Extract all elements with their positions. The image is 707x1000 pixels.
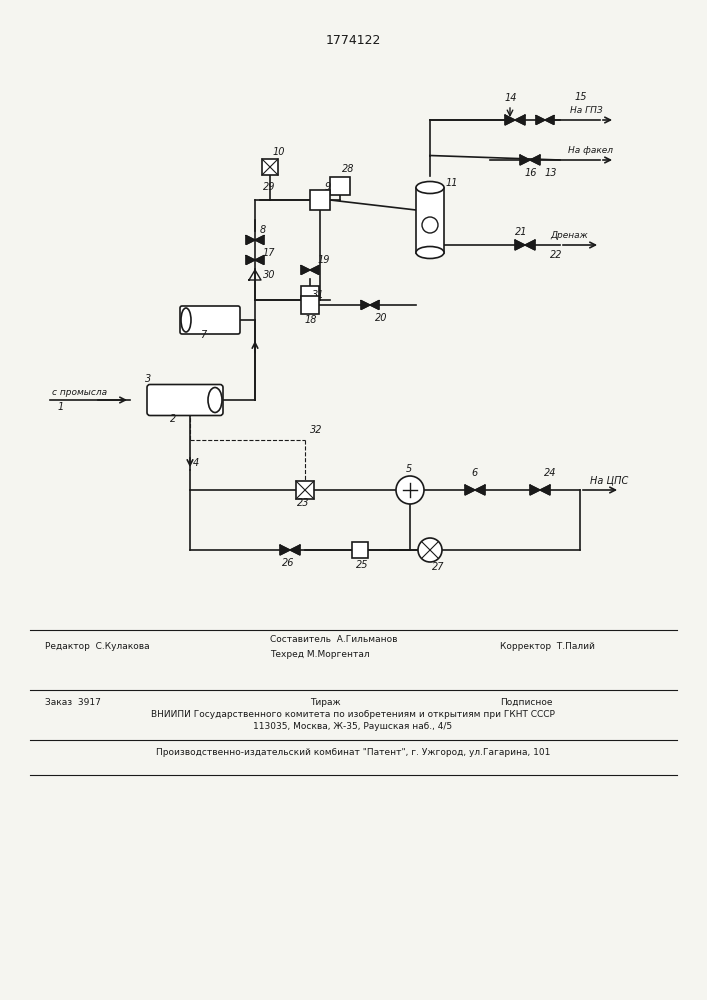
Polygon shape: [280, 545, 290, 555]
Text: 28: 28: [342, 164, 354, 174]
Text: 3: 3: [145, 374, 151, 384]
Text: Составитель  А.Гильманов: Составитель А.Гильманов: [270, 635, 397, 644]
Text: 7: 7: [200, 330, 206, 340]
Circle shape: [422, 217, 438, 233]
Polygon shape: [530, 485, 540, 495]
Text: 9: 9: [325, 182, 332, 192]
Text: 6: 6: [471, 468, 477, 478]
FancyBboxPatch shape: [180, 306, 240, 334]
Polygon shape: [301, 265, 310, 274]
Text: 23: 23: [297, 498, 310, 508]
Polygon shape: [246, 255, 255, 264]
Text: 8: 8: [260, 225, 267, 235]
Text: Заказ  3917: Заказ 3917: [45, 698, 101, 707]
Bar: [296, 481, 314, 499]
Text: 30: 30: [263, 270, 276, 280]
Polygon shape: [310, 265, 319, 274]
Text: 4: 4: [193, 458, 199, 468]
Text: 1774122: 1774122: [325, 33, 380, 46]
Text: 11: 11: [446, 178, 459, 188]
Text: 18: 18: [305, 315, 317, 325]
Polygon shape: [515, 240, 525, 250]
Text: Корректор  Т.Палий: Корректор Т.Палий: [500, 642, 595, 651]
Text: 2: 2: [170, 414, 176, 424]
Circle shape: [396, 476, 424, 504]
Text: 22: 22: [550, 250, 563, 260]
Text: Редактор  С.Кулакова: Редактор С.Кулакова: [45, 642, 150, 651]
Text: 26: 26: [282, 558, 295, 568]
Text: 10: 10: [273, 147, 286, 157]
Ellipse shape: [416, 246, 444, 258]
Text: 1: 1: [58, 402, 64, 412]
Polygon shape: [515, 115, 525, 125]
Ellipse shape: [208, 387, 222, 412]
Polygon shape: [475, 485, 485, 495]
Text: На факел: На факел: [568, 146, 613, 155]
Polygon shape: [530, 155, 540, 165]
Text: Дренаж: Дренаж: [550, 231, 588, 240]
Text: 29: 29: [263, 182, 276, 192]
Polygon shape: [255, 255, 264, 264]
Text: 24: 24: [544, 468, 556, 478]
Polygon shape: [255, 235, 264, 244]
Text: 27: 27: [432, 562, 445, 572]
Text: 20: 20: [375, 313, 387, 323]
Text: Производственно-издательский комбинат "Патент", г. Ужгород, ул.Гагарина, 101: Производственно-издательский комбинат "П…: [156, 748, 550, 757]
Text: 19: 19: [318, 255, 330, 265]
Text: 15: 15: [575, 92, 588, 102]
Bar: [330, 177, 350, 195]
Text: 25: 25: [356, 560, 368, 570]
Bar: [416, 188, 444, 252]
Polygon shape: [246, 235, 255, 244]
Ellipse shape: [416, 182, 444, 194]
Polygon shape: [290, 545, 300, 555]
Text: 17: 17: [263, 248, 276, 258]
Text: 31: 31: [312, 290, 325, 300]
Text: ВНИИПИ Государственного комитета по изобретениям и открытиям при ГКНТ СССР: ВНИИПИ Государственного комитета по изоб…: [151, 710, 555, 719]
Text: Подписное: Подписное: [500, 698, 552, 707]
Polygon shape: [545, 115, 554, 124]
Bar: [352, 542, 368, 558]
Text: с промысла: с промысла: [52, 388, 107, 397]
Polygon shape: [536, 115, 545, 124]
Text: 14: 14: [505, 93, 518, 103]
FancyBboxPatch shape: [147, 384, 223, 416]
Polygon shape: [370, 300, 379, 310]
Circle shape: [418, 538, 442, 562]
Polygon shape: [525, 240, 535, 250]
Polygon shape: [465, 485, 475, 495]
Polygon shape: [520, 155, 530, 165]
Ellipse shape: [181, 308, 191, 332]
Text: 113035, Москва, Ж-35, Раушская наб., 4/5: 113035, Москва, Ж-35, Раушская наб., 4/5: [253, 722, 452, 731]
Polygon shape: [540, 485, 550, 495]
Polygon shape: [505, 115, 515, 125]
Bar: [301, 296, 319, 314]
Text: 21: 21: [515, 227, 527, 237]
Text: 32: 32: [310, 425, 322, 435]
Text: 16: 16: [525, 168, 537, 178]
Text: На ГПЗ: На ГПЗ: [570, 106, 602, 115]
Text: Тираж: Тираж: [310, 698, 341, 707]
Text: 13: 13: [545, 168, 558, 178]
Polygon shape: [361, 300, 370, 310]
Text: 5: 5: [406, 464, 412, 474]
Text: На ЦПС: На ЦПС: [590, 475, 629, 485]
Bar: [301, 286, 319, 300]
Bar: [262, 159, 278, 175]
Text: Техред М.Моргентал: Техред М.Моргентал: [270, 650, 370, 659]
Bar: [310, 190, 330, 210]
